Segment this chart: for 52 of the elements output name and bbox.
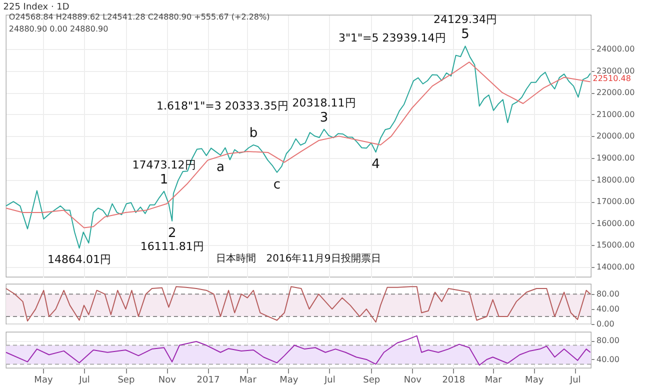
x-tick-label: May	[34, 376, 54, 386]
y-tick-label: 15000.00	[596, 240, 635, 250]
annotation: c	[273, 177, 281, 192]
y-tick-label: 19000.00	[596, 153, 635, 162]
annotation: 3"1"=5 23939.14円	[338, 32, 446, 45]
annotation: 日本時間 2016年11月9日投開票日	[216, 252, 381, 265]
annotation: 2	[168, 226, 176, 241]
x-tick-label: 2018	[442, 376, 466, 386]
x-tick-label: Mar	[239, 376, 257, 386]
y-tick-label: 23000.00	[596, 66, 635, 76]
line-series	[6, 286, 591, 323]
annotation: 3	[320, 110, 328, 126]
x-tick-label: Nov	[158, 376, 177, 386]
y-tick-label: 17000.00	[596, 197, 635, 206]
y-tick-label: 24000.00	[596, 44, 635, 54]
y-tick-label: 14000.00	[596, 262, 635, 272]
annotation: b	[249, 126, 258, 141]
annotation: 14864.01円	[48, 253, 112, 266]
y-tick-label: 20000.00	[596, 132, 635, 141]
x-tick-label: Jul	[568, 376, 581, 386]
annotation: 24880.90 0.00 24880.90	[8, 24, 108, 34]
y-tick-label: 0.00	[596, 320, 614, 328]
annotation: 4	[372, 157, 380, 172]
annotation: 20318.11円	[292, 96, 356, 110]
x-tick-label: Sep	[363, 376, 380, 386]
y-tick-label: 21000.00	[596, 110, 635, 119]
annotation: a	[216, 160, 224, 176]
x-tick-label: May	[280, 376, 299, 386]
chart-title: 225 Index · 1D	[3, 2, 70, 13]
y-tick-label: 22000.00	[596, 88, 635, 98]
x-tick-label: Jul	[78, 376, 90, 386]
line-series	[6, 62, 591, 228]
annotation: 24129.34円	[434, 13, 498, 26]
annotation: 1.618"1"=3 20333.35円	[156, 100, 288, 113]
text: 22510.48	[592, 74, 631, 84]
y-tick-label: 80.00	[596, 290, 620, 299]
y-tick-label: 40.00	[596, 304, 620, 314]
y-tick-label: 16000.00	[596, 218, 635, 228]
x-tick-label: Sep	[118, 376, 135, 386]
annotation: 16111.81円	[140, 240, 204, 253]
annotation: 1	[160, 172, 168, 188]
x-tick-label: Nov	[404, 376, 422, 386]
y-tick-label: 40.00	[596, 354, 620, 364]
line-series	[6, 335, 591, 366]
x-tick-label: Jul	[324, 376, 336, 386]
x-tick-label: 2017	[196, 376, 220, 386]
x-tick-label: Mar	[484, 376, 502, 386]
y-tick-label: 80.00	[596, 336, 620, 346]
annotation: O24568.84 H24889.62 L24541.28 C24880.90 +555.67 (+2.28%)	[8, 12, 270, 22]
x-tick-label: May	[525, 376, 544, 386]
annotation: 5	[461, 27, 470, 42]
y-tick-label: 18000.00	[596, 175, 635, 184]
